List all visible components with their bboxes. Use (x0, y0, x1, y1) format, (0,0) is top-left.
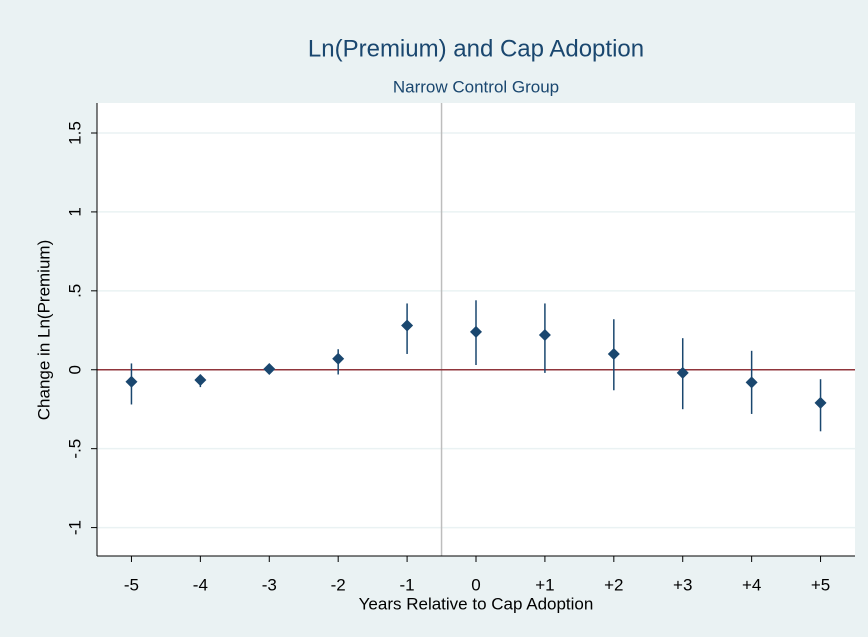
point (745, 376, 758, 389)
x-tick-label: -2 (331, 575, 346, 594)
y-tick-label: .5 (65, 284, 84, 298)
point (676, 366, 689, 379)
chart-title: Ln(Premium) and Cap Adoption (308, 35, 644, 62)
point (538, 329, 551, 342)
y-axis-title: Change in Ln(Premium) (34, 240, 53, 420)
y-tick-label: 1 (65, 207, 84, 216)
y-tick-label: -1 (65, 520, 84, 535)
x-tick-label: +1 (535, 575, 554, 594)
point (263, 362, 276, 375)
x-tick-label: +5 (811, 575, 830, 594)
point (401, 319, 414, 332)
y-tick-label: 1.5 (65, 121, 84, 145)
x-tick-label: -4 (193, 575, 208, 594)
x-tick-label: -3 (262, 575, 277, 594)
point (607, 347, 620, 360)
x-tick-label: -5 (124, 575, 139, 594)
x-tick-label: -1 (400, 575, 415, 594)
chart-subtitle: Narrow Control Group (393, 77, 559, 96)
x-tick-label: +2 (604, 575, 623, 594)
point (814, 396, 827, 409)
x-tick-label: +4 (742, 575, 761, 594)
point (332, 352, 345, 365)
point (470, 325, 482, 338)
point (194, 374, 207, 387)
x-tick-label: +3 (673, 575, 692, 594)
x-axis-title: Years Relative to Cap Adoption (359, 594, 594, 613)
y-tick-label: 0 (65, 365, 84, 374)
point (125, 375, 138, 388)
x-tick-label: 0 (471, 575, 480, 594)
y-tick-label: -.5 (65, 439, 84, 459)
